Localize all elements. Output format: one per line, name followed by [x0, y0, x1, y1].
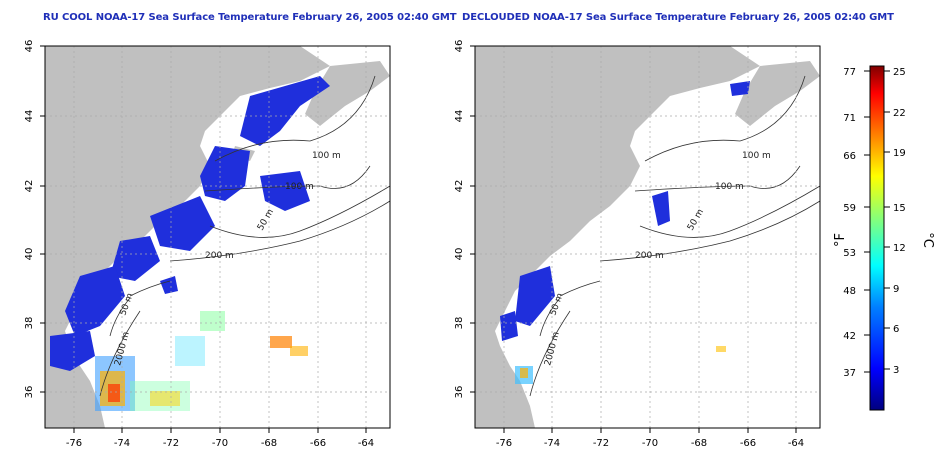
c-tick: 19 — [893, 148, 906, 159]
f-tick: 77 — [843, 67, 856, 78]
lon-tick: -70 — [212, 438, 228, 449]
lon-tick: -66 — [740, 438, 756, 449]
cold-sst-patches — [50, 76, 330, 371]
contour-label: 100 m — [742, 151, 771, 161]
fahrenheit-label: °F — [833, 233, 848, 247]
lon-tick: -72 — [163, 438, 179, 449]
c-tick: 22 — [893, 108, 906, 119]
left-map-title: RU COOL NOAA-17 Sea Surface Temperature … — [43, 12, 457, 23]
right-map-title: DECLOUDED NOAA-17 Sea Surface Temperatur… — [462, 12, 894, 23]
contour-label: 200 m — [205, 251, 234, 261]
cold-sst-patches — [500, 81, 750, 341]
lat-tick: 38 — [454, 317, 465, 330]
lon-tick: -76 — [66, 438, 82, 449]
lon-tick: -72 — [593, 438, 609, 449]
temperature-colorbar: 77 71 66 59 53 48 42 37 25 22 19 15 12 9… — [833, 65, 935, 411]
lon-tick: -64 — [358, 438, 374, 449]
f-tick: 66 — [843, 151, 856, 162]
land-mass — [305, 61, 390, 126]
c-tick: 9 — [893, 284, 899, 295]
lat-tick: 40 — [454, 248, 465, 261]
c-tick: 12 — [893, 243, 906, 254]
lon-tick: -74 — [114, 438, 130, 449]
fahrenheit-ticks: 77 71 66 59 53 48 42 37 — [843, 67, 856, 379]
warm-sst-speckles — [515, 346, 726, 384]
f-tick: 37 — [843, 368, 856, 379]
land-mass — [735, 61, 820, 126]
lat-tick: 40 — [24, 248, 35, 261]
lon-tick-labels: -76 -74 -72 -70 -68 -66 -64 — [66, 438, 374, 449]
celsius-label: °C — [920, 232, 935, 248]
left-map-panel: 100 m 100 m 50 m 200 m 50 m 2000 m -76 -… — [24, 40, 391, 449]
lat-tick: 42 — [24, 180, 35, 193]
lat-tick-labels: 46 44 42 40 38 36 — [454, 40, 465, 399]
contour-label: 100 m — [312, 151, 341, 161]
depth-contours — [529, 75, 820, 397]
lon-tick: -70 — [642, 438, 658, 449]
lat-lon-grid — [475, 46, 820, 428]
land-mass — [45, 46, 330, 428]
c-tick: 3 — [893, 365, 899, 376]
lon-tick: -68 — [261, 438, 277, 449]
celsius-ticks: 25 22 19 15 12 9 6 3 — [893, 67, 906, 376]
lat-tick: 36 — [454, 386, 465, 399]
lat-tick: 44 — [24, 110, 35, 123]
lat-tick: 38 — [24, 317, 35, 330]
lon-tick: -66 — [310, 438, 326, 449]
contour-label: 200 m — [635, 251, 664, 261]
lon-tick: -76 — [496, 438, 512, 449]
contour-label: 100 m — [715, 182, 744, 192]
map-frame — [44, 45, 391, 429]
map-frame — [474, 45, 821, 429]
f-tick: 42 — [843, 331, 856, 342]
contour-label: 100 m — [285, 182, 314, 192]
lat-tick: 46 — [24, 40, 35, 53]
land-mass — [475, 46, 760, 428]
right-map-panel: 100 m 100 m 50 m 200 m 50 m 2000 m -76 -… — [454, 40, 821, 449]
f-tick: 59 — [843, 203, 856, 214]
lon-tick: -74 — [544, 438, 560, 449]
f-tick: 53 — [843, 248, 856, 259]
lon-tick: -68 — [691, 438, 707, 449]
f-tick: 48 — [843, 286, 856, 297]
colorbar-gradient — [869, 65, 885, 411]
lat-tick: 36 — [24, 386, 35, 399]
lat-tick: 44 — [454, 110, 465, 123]
lon-tick: -64 — [788, 438, 804, 449]
lat-tick: 42 — [454, 180, 465, 193]
c-tick: 6 — [893, 324, 899, 335]
warm-sst-speckles — [95, 311, 308, 411]
c-tick: 15 — [893, 203, 906, 214]
lat-tick-labels: 46 44 42 40 38 36 — [24, 40, 35, 399]
lat-tick: 46 — [454, 40, 465, 53]
f-tick: 71 — [843, 113, 856, 124]
c-tick: 25 — [893, 67, 906, 78]
lat-lon-grid — [45, 46, 390, 428]
lon-tick-labels: -76 -74 -72 -70 -68 -66 -64 — [496, 438, 804, 449]
